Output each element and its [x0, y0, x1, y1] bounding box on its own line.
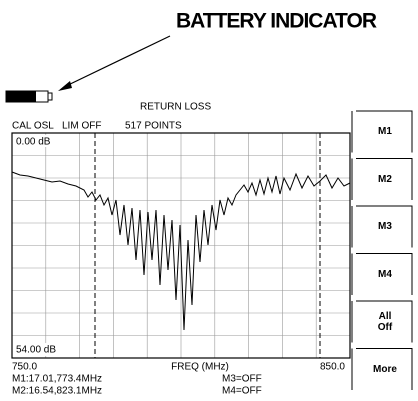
- label-bg: [14, 135, 58, 147]
- marker-readout: M3=OFF: [222, 374, 262, 385]
- marker-readout: M2:16.54,823.1MHz: [12, 386, 102, 397]
- arrow-head: [58, 81, 72, 91]
- softkey[interactable]: M3: [356, 203, 414, 251]
- softkey-label: M1: [378, 126, 392, 138]
- softkey-label: More: [373, 363, 397, 375]
- softkey[interactable]: More: [356, 346, 414, 394]
- x-start-label: 750.0: [12, 362, 37, 373]
- softkey[interactable]: M1: [356, 108, 414, 156]
- softkey-label: M4: [378, 268, 392, 280]
- battery-tip: [47, 92, 53, 101]
- callout-arrow: [63, 35, 171, 88]
- callout-title: BATTERY INDICATOR: [176, 10, 377, 33]
- softkey-frame: [356, 158, 413, 200]
- status-points: 517 POINTS: [125, 121, 182, 132]
- x-end-label: 850.0: [320, 362, 345, 373]
- softkey-frame: [356, 110, 413, 153]
- softkey[interactable]: All Off: [356, 298, 414, 346]
- softkey-label: All Off: [377, 310, 393, 333]
- y-top-label: 0.00 dB: [16, 137, 51, 148]
- softkey-frame: [356, 205, 413, 248]
- softkey-label: M3: [378, 221, 392, 233]
- y-bottom-label: 54.00 dB: [16, 345, 56, 356]
- status-cal: CAL OSL: [12, 121, 54, 132]
- trace: [11, 171, 351, 331]
- softkey-frame: [356, 348, 413, 390]
- display-title: RETURN LOSS: [140, 102, 211, 113]
- marker-readout: M1:17.01,773.4MHz: [12, 374, 102, 385]
- battery-level: [6, 91, 36, 102]
- softkey-frame: [356, 300, 413, 343]
- plot-frame: [11, 132, 351, 359]
- x-axis-label: FREQ (MHz): [171, 362, 229, 373]
- softkey-frame: [356, 253, 413, 295]
- marker-readout: M4=OFF: [222, 386, 262, 397]
- status-limit: LIM OFF: [62, 121, 101, 132]
- softkey[interactable]: M2: [356, 156, 414, 204]
- label-bg: [14, 343, 64, 356]
- softkey-label: M2: [378, 173, 392, 185]
- softkey-frames: [351, 110, 413, 390]
- softkey[interactable]: M4: [356, 251, 414, 299]
